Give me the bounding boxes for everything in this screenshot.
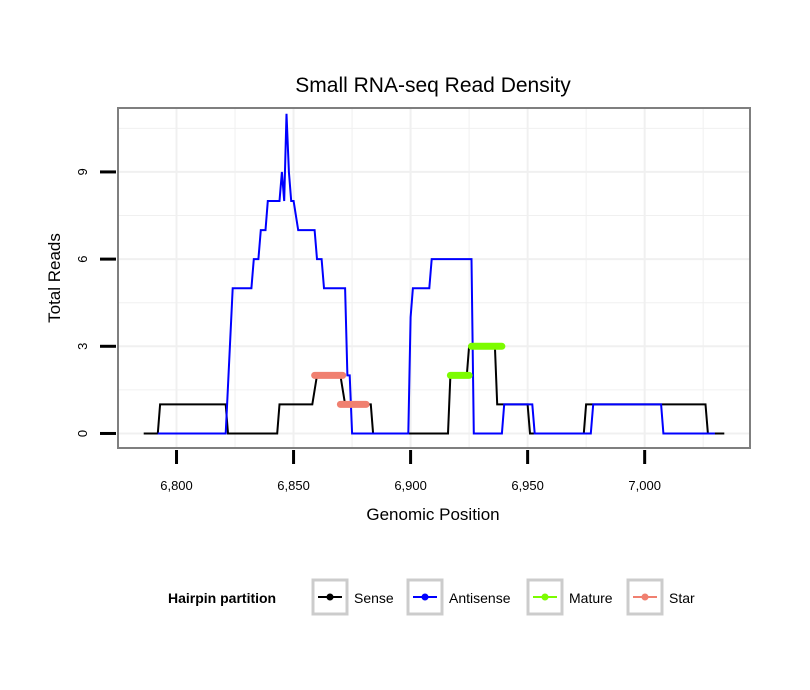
x-tick-label: 6,950	[511, 478, 544, 493]
antisense-legend-label: Antisense	[449, 590, 511, 606]
chart-title: Small RNA-seq Read Density	[295, 74, 571, 97]
y-tick-label: 6	[75, 255, 90, 262]
x-tick-label: 6,900	[394, 478, 427, 493]
x-axis-title: Genomic Position	[366, 505, 499, 524]
x-tick-label: 6,800	[160, 478, 193, 493]
legend-title: Hairpin partition	[168, 590, 276, 606]
grid-lines	[117, 108, 750, 448]
sense-legend-label: Sense	[354, 590, 394, 606]
sense-legend-point	[326, 593, 334, 601]
antisense-series-line	[157, 113, 715, 435]
mature-legend-label: Mature	[569, 590, 613, 606]
y-tick-label: 0	[75, 430, 90, 437]
x-tick-label: 6,850	[277, 478, 310, 493]
x-tick-label: 7,000	[628, 478, 661, 493]
mature-legend-point	[541, 593, 549, 601]
series-layer	[143, 113, 725, 435]
legend: Hairpin partition Sense Antisense Mature St…	[168, 578, 695, 616]
axes: 6,800 6,850 6,900 6,950 7,000 0 3 6 9	[75, 168, 661, 493]
antisense-legend-point	[421, 593, 429, 601]
y-tick-label: 3	[75, 343, 90, 350]
star-legend-point	[641, 593, 649, 601]
y-tick-label: 9	[75, 168, 90, 175]
star-legend-label: Star	[669, 590, 695, 606]
y-axis-title: Total Reads	[45, 233, 64, 323]
plot-panel-border	[117, 107, 751, 449]
